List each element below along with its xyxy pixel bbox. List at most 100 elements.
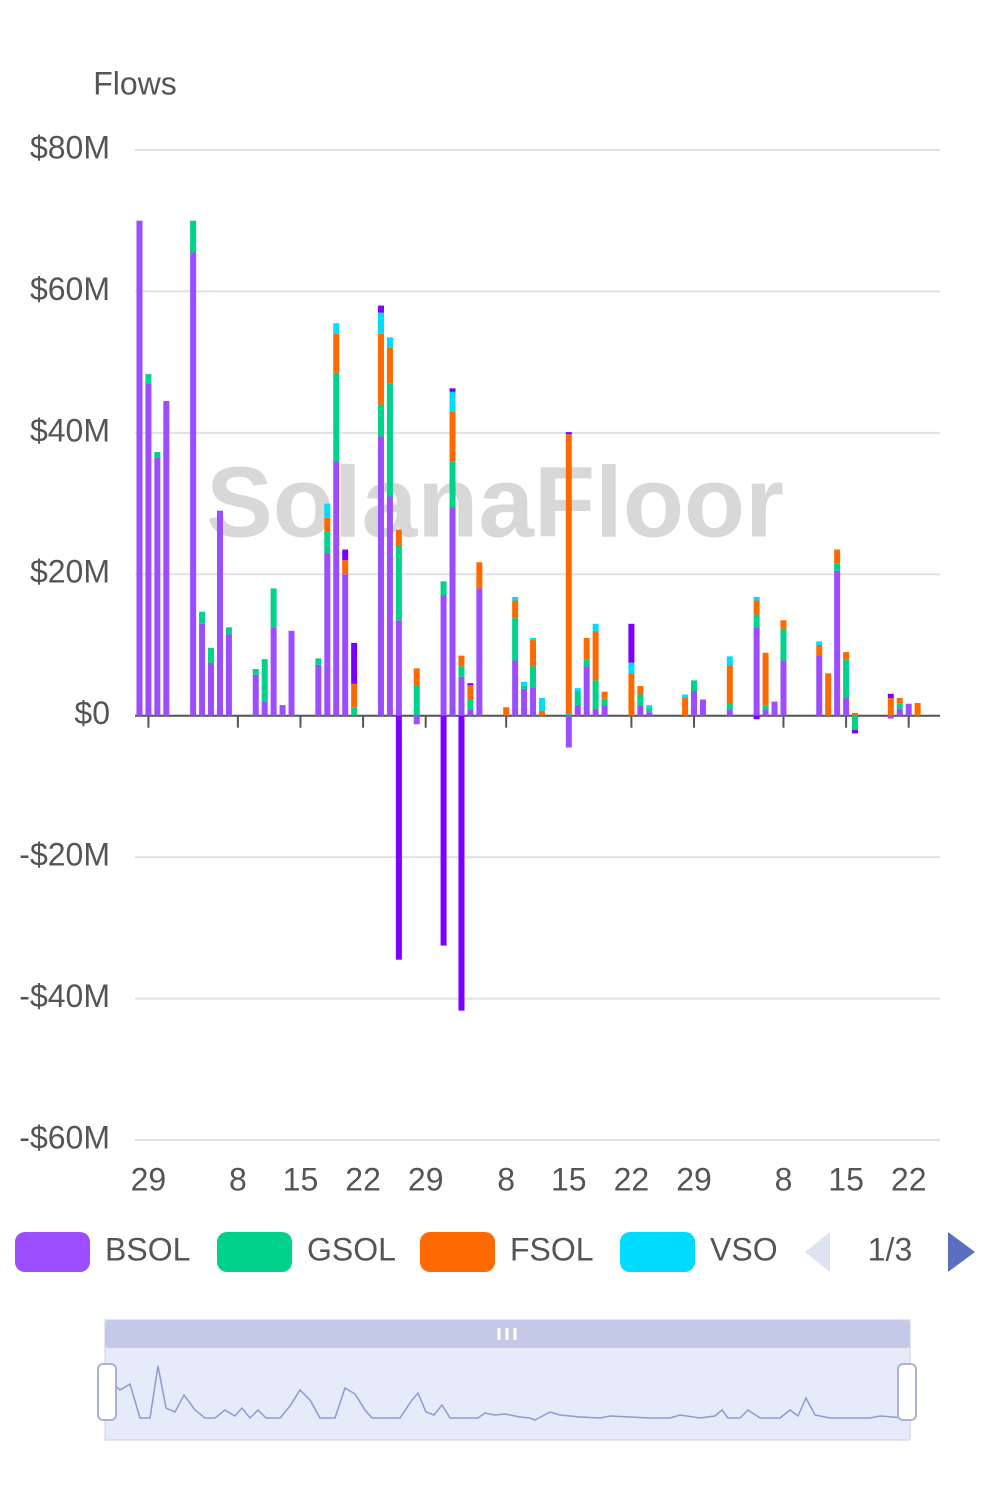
bar-segment (565, 713, 572, 716)
x-tick-label: 22 (891, 1161, 927, 1197)
bar-segment (646, 712, 653, 716)
bar-segment (843, 659, 850, 699)
bar-segment (324, 517, 331, 532)
x-tick-label: 29 (131, 1161, 167, 1197)
bar-segment (583, 637, 590, 660)
bar-segment (377, 305, 384, 313)
bar-segment (852, 715, 859, 730)
legend-swatch (620, 1232, 695, 1272)
bar-segment (521, 685, 528, 689)
bar-segment (538, 710, 545, 716)
legend-label: VSO (710, 1231, 778, 1267)
bar-segment (440, 715, 447, 946)
y-tick-label: $60M (30, 271, 110, 307)
legend-next[interactable] (948, 1232, 975, 1272)
bar-segment (512, 596, 519, 601)
zoom-handle-right[interactable] (897, 1363, 917, 1421)
bar-segment (449, 461, 456, 508)
bar-segment (682, 698, 689, 716)
bar-segment (762, 710, 769, 716)
bar-segment (762, 705, 769, 711)
bar-segment (395, 546, 402, 621)
bar-segment (726, 710, 733, 716)
x-tick-label: 15 (283, 1161, 319, 1197)
bar-segment (440, 595, 447, 716)
bar-segment (351, 683, 358, 708)
x-tick-label: 22 (614, 1161, 650, 1197)
bar-segment (270, 627, 277, 716)
x-tick-label: 29 (676, 1161, 712, 1197)
bar-segment (726, 665, 733, 703)
bar-segment (691, 680, 698, 691)
bar-segment (458, 655, 465, 667)
bar-segment (646, 705, 653, 708)
bar-segment (583, 659, 590, 667)
bar-segment (565, 434, 572, 714)
bar-segment (852, 712, 859, 716)
bar-segment (637, 694, 644, 706)
legend-swatch (217, 1232, 292, 1272)
bar-segment (449, 391, 456, 412)
bar-segment (458, 715, 465, 1011)
bar-segment (682, 694, 689, 699)
bar-segment (261, 701, 268, 716)
y-tick-label: $20M (30, 554, 110, 590)
bar-segment (252, 669, 259, 675)
bar-segment (565, 715, 572, 748)
bar-segment (565, 432, 572, 435)
bar-segment (896, 698, 903, 704)
bar-segment (699, 699, 706, 716)
bar-segment (216, 510, 223, 716)
bar-segment (816, 645, 823, 656)
x-tick-label: 22 (345, 1161, 381, 1197)
bar-segment (780, 660, 787, 716)
bar-segment (208, 647, 215, 663)
bar-segment (592, 630, 599, 681)
axis-title: Flows (93, 65, 177, 101)
bar-segment (753, 627, 760, 716)
bar-segment (896, 708, 903, 716)
bar-segment (315, 658, 322, 665)
legend-swatch (420, 1232, 495, 1272)
legend-page: 1/3 (868, 1231, 912, 1267)
legend-label: FSOL (510, 1231, 594, 1267)
bar-segment (834, 549, 841, 564)
bar-segment (771, 701, 778, 716)
bars (136, 220, 921, 1011)
bar-segment (753, 596, 760, 601)
bar-segment (726, 656, 733, 666)
bar-segment (905, 703, 912, 716)
bar-segment (467, 683, 474, 686)
bar-segment (270, 588, 277, 628)
bar-segment (154, 457, 161, 716)
bar-segment (834, 570, 841, 716)
bar-segment (449, 388, 456, 392)
bar-segment (476, 562, 483, 589)
legend-prev[interactable] (805, 1232, 830, 1272)
legend-label: BSOL (105, 1231, 190, 1267)
grid: -$60M -$40M -$20M $0 $20M $40M $60M $80M 29 8 15 22… (19, 129, 940, 1197)
bar-segment (601, 698, 608, 706)
bar-segment (199, 623, 206, 716)
bar-segment (351, 707, 358, 716)
bar-segment (351, 642, 358, 684)
bar-segment (333, 323, 340, 334)
bar-segment (440, 581, 447, 596)
bar-segment (333, 333, 340, 373)
bar-segment (780, 628, 787, 661)
bar-segment (386, 496, 393, 716)
bar-segment (503, 707, 510, 716)
bar-segment (315, 664, 322, 716)
zoom-handle-left[interactable] (97, 1363, 117, 1421)
bar-segment (512, 600, 519, 619)
bar-segment (512, 660, 519, 716)
bar-segment (887, 693, 894, 699)
x-tick-label: 15 (551, 1161, 587, 1197)
bar-segment (449, 507, 456, 716)
bar-segment (324, 531, 331, 554)
bar-segment (601, 705, 608, 716)
y-tick-label: $0 (74, 695, 110, 731)
bar-segment (154, 451, 161, 458)
bar-segment (386, 348, 393, 384)
